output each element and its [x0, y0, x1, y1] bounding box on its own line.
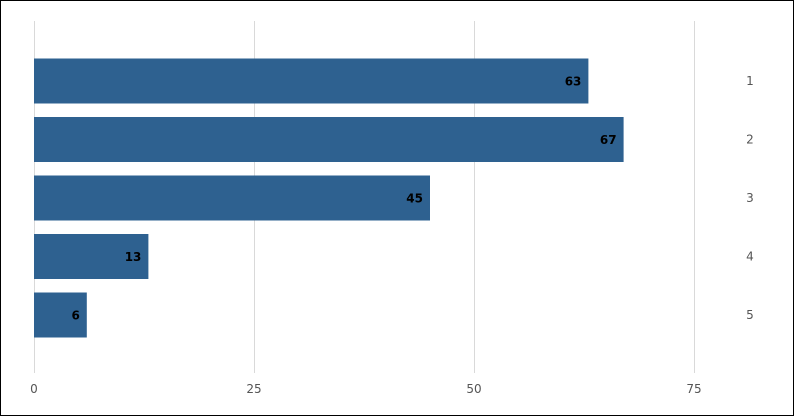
label-layer: 63 67 45 13 6: [71, 75, 616, 323]
data-label: 6: [71, 309, 79, 323]
bar-5: [34, 292, 87, 338]
data-label: 13: [125, 250, 142, 264]
bar-3: [34, 175, 430, 221]
category-label: 2: [746, 133, 754, 147]
bar-1: [34, 58, 589, 104]
bar-2: [34, 117, 624, 162]
data-label: 63: [565, 75, 582, 89]
category-label: 4: [746, 250, 754, 264]
category-label: 1: [746, 74, 754, 88]
data-label: 45: [406, 192, 423, 206]
x-tick-label: 50: [466, 382, 481, 396]
x-tick-label: 0: [30, 382, 38, 396]
bar-layer: [34, 58, 624, 338]
category-label: 3: [746, 191, 754, 205]
bar-4: [34, 234, 149, 279]
data-label: 67: [600, 133, 617, 147]
category-label: 5: [746, 308, 754, 322]
x-tick-label: 75: [686, 382, 701, 396]
x-tick-label: 25: [246, 382, 261, 396]
